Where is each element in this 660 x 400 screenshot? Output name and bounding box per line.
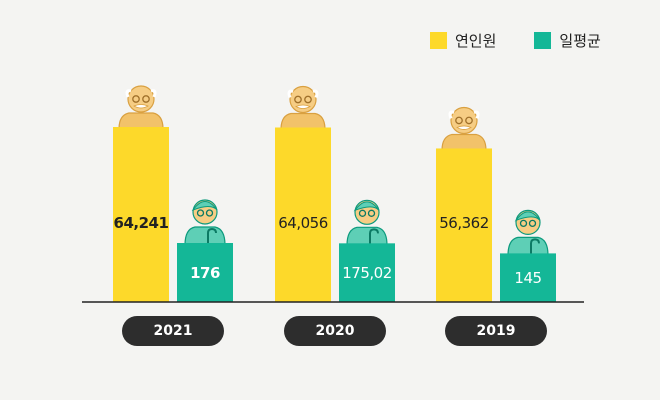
grandmother-icon [507, 209, 549, 256]
bar-label-yearly-2019: 56,362 [439, 214, 489, 232]
legend-swatch-yearly [430, 32, 447, 49]
bar-daily-2019 [500, 253, 556, 302]
year-label-2021: 2021 [122, 316, 224, 346]
bar-label-daily-2021: 176 [190, 263, 220, 282]
grandfather-icon [441, 106, 487, 152]
bar-yearly-2021 [113, 127, 169, 302]
bar-daily-2020 [339, 243, 395, 302]
bar-label-daily-2020: 175,02 [342, 263, 392, 282]
bar-label-yearly-2021: 64,241 [113, 214, 169, 232]
legend: 연인원 일평균 [430, 30, 601, 51]
bar-label-yearly-2020: 64,056 [278, 214, 328, 232]
bar-yearly-2020 [275, 127, 331, 302]
bar-daily-2021 [177, 243, 233, 302]
grandfather-icon [118, 85, 164, 130]
grandmother-icon [346, 199, 388, 246]
grandfather-icon [280, 85, 326, 131]
bar-yearly-2019 [436, 148, 492, 302]
legend-item-yearly: 연인원 [430, 30, 496, 51]
legend-label-yearly: 연인원 [455, 32, 497, 50]
grandmother-icon [184, 199, 226, 246]
year-label-2020: 2020 [284, 316, 386, 346]
bar-label-daily-2019: 145 [514, 268, 542, 287]
legend-label-daily: 일평균 [559, 32, 601, 50]
year-label-2019: 2019 [445, 316, 547, 346]
legend-swatch-daily [534, 32, 552, 49]
legend-item-daily: 일평균 [534, 30, 601, 51]
